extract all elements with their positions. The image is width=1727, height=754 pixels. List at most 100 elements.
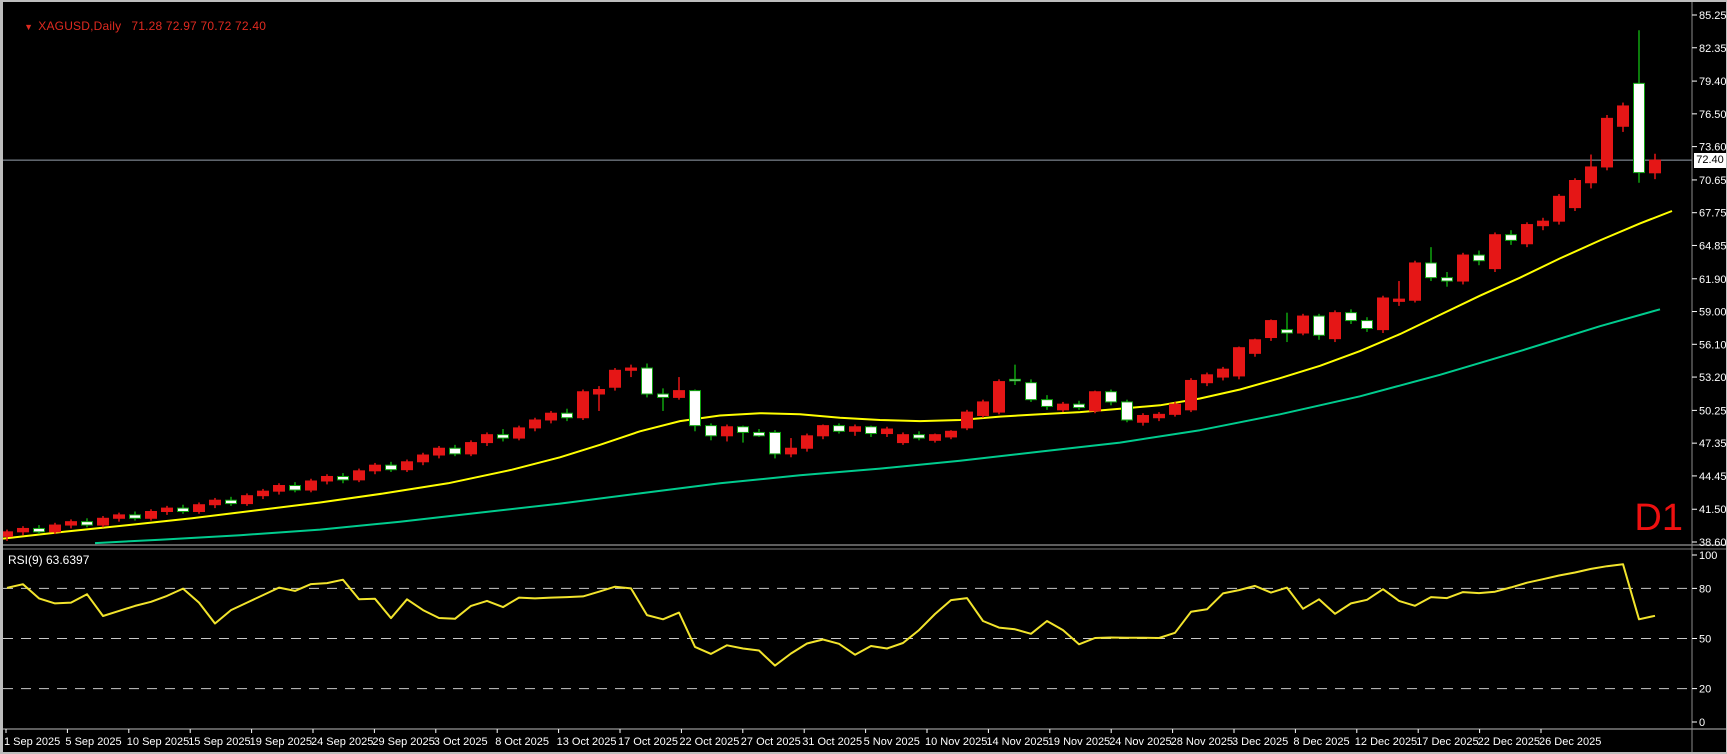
candle[interactable] (417, 452, 429, 466)
candle[interactable] (1089, 390, 1101, 414)
candle[interactable] (1521, 222, 1533, 248)
candle[interactable] (1393, 281, 1405, 306)
candle[interactable] (593, 386, 605, 411)
candle[interactable] (737, 425, 749, 443)
candle[interactable] (865, 425, 877, 437)
candle[interactable] (1137, 413, 1149, 426)
candle[interactable] (481, 432, 493, 446)
candle[interactable] (1377, 295, 1389, 334)
candle[interactable] (1585, 154, 1597, 189)
candle[interactable] (1233, 346, 1245, 380)
candle[interactable] (305, 478, 317, 493)
candle[interactable] (161, 505, 173, 515)
candle[interactable] (1249, 338, 1261, 357)
candle[interactable] (433, 445, 445, 459)
candle[interactable] (1473, 250, 1485, 266)
candle[interactable] (881, 426, 893, 437)
candle[interactable] (689, 389, 701, 432)
candle[interactable] (65, 519, 77, 529)
candle[interactable] (17, 526, 29, 536)
price-axis[interactable]: 85.25 82.35 79.40 76.50 73.60 70.65 67.75 64.85… (1692, 10, 1727, 549)
candle[interactable] (1409, 260, 1421, 303)
candle[interactable] (1041, 395, 1053, 410)
candle[interactable] (385, 461, 397, 472)
candle[interactable] (33, 525, 45, 535)
candle[interactable] (657, 388, 669, 411)
candle[interactable] (353, 468, 365, 483)
candle[interactable] (449, 444, 461, 457)
candle[interactable] (241, 493, 253, 506)
candle[interactable] (641, 363, 653, 398)
candle[interactable] (913, 431, 925, 441)
candle[interactable] (945, 430, 957, 440)
candle[interactable] (1073, 400, 1085, 410)
candle[interactable] (1441, 272, 1453, 287)
candle[interactable] (673, 377, 685, 400)
candle[interactable] (497, 429, 509, 442)
candle[interactable] (369, 462, 381, 475)
candle[interactable] (609, 368, 621, 391)
candle[interactable] (1345, 309, 1357, 324)
candle[interactable] (705, 423, 717, 441)
candle[interactable] (337, 473, 349, 484)
candle[interactable] (1265, 319, 1277, 341)
candle[interactable] (1489, 232, 1501, 273)
candle[interactable] (225, 496, 237, 506)
candle[interactable] (1185, 378, 1197, 413)
candle[interactable] (801, 433, 813, 452)
candle[interactable] (529, 417, 541, 432)
candle[interactable] (545, 410, 557, 424)
candle[interactable] (145, 509, 157, 521)
candle[interactable] (465, 440, 477, 457)
candle[interactable] (1553, 194, 1565, 225)
candle[interactable] (769, 430, 781, 459)
candle[interactable] (1025, 379, 1037, 402)
candle[interactable] (1649, 153, 1661, 180)
candle[interactable] (113, 512, 125, 522)
candle[interactable] (289, 482, 301, 493)
candle[interactable] (1009, 364, 1021, 385)
candle[interactable] (1617, 102, 1629, 132)
candle[interactable] (785, 438, 797, 458)
candle[interactable] (721, 424, 733, 442)
candle[interactable] (401, 459, 413, 472)
candle[interactable] (1601, 114, 1613, 171)
candle[interactable] (625, 364, 637, 378)
candle[interactable] (817, 424, 829, 440)
candle[interactable] (1329, 310, 1341, 343)
candle[interactable] (561, 408, 573, 422)
candle[interactable] (929, 433, 941, 443)
candle[interactable] (177, 504, 189, 514)
candle[interactable] (257, 488, 269, 500)
candle[interactable] (577, 389, 589, 420)
candle[interactable] (1569, 178, 1581, 212)
candle[interactable] (1505, 230, 1517, 245)
rsi-axis[interactable]: 100 80 50 20 0 (1692, 550, 1717, 729)
candle[interactable] (1361, 317, 1373, 332)
candle[interactable] (753, 429, 765, 437)
candle[interactable] (1217, 366, 1229, 381)
candle[interactable] (1153, 412, 1165, 422)
candle[interactable] (1201, 372, 1213, 387)
candle[interactable] (849, 424, 861, 436)
candle[interactable] (1121, 399, 1133, 423)
candle[interactable] (1313, 313, 1325, 340)
candle[interactable] (1633, 30, 1645, 183)
candle[interactable] (897, 432, 909, 445)
candle[interactable] (1425, 247, 1437, 282)
candle[interactable] (193, 502, 205, 514)
candle[interactable] (961, 409, 973, 431)
date-axis[interactable]: 1 Sep 2025 5 Sep 2025 10 Sep 2025 15 Sep 20… (4, 729, 1601, 748)
panel-divider[interactable] (0, 544, 1727, 550)
candle[interactable] (1105, 389, 1117, 406)
candle[interactable] (977, 399, 989, 418)
candle[interactable] (129, 511, 141, 521)
candle[interactable] (1297, 313, 1309, 336)
candle[interactable] (273, 483, 285, 495)
candle[interactable] (97, 516, 109, 528)
candle[interactable] (1281, 312, 1293, 343)
candle[interactable] (833, 423, 845, 434)
candle[interactable] (1457, 252, 1469, 285)
candle[interactable] (321, 474, 333, 485)
